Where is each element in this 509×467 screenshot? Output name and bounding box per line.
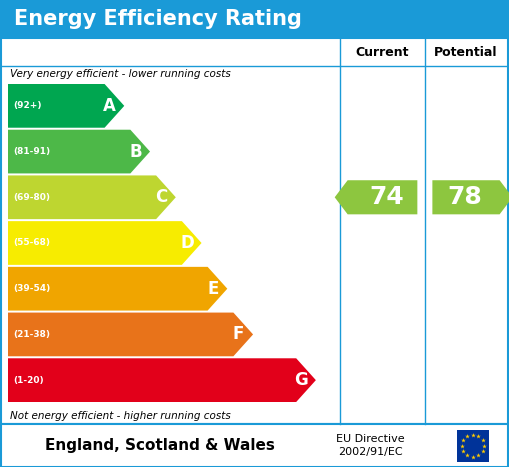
Text: 78: 78 [447,185,482,209]
Text: Very energy efficient - lower running costs: Very energy efficient - lower running co… [10,69,231,79]
Text: Potential: Potential [434,45,498,58]
Text: Energy Efficiency Rating: Energy Efficiency Rating [14,9,302,29]
Bar [1,424,508,467]
Bar [1,38,508,424]
Text: G: G [295,371,308,389]
Text: E: E [207,280,218,298]
Bar [0,0,509,38]
Text: (81-91): (81-91) [13,147,50,156]
Text: C: C [155,188,167,206]
Text: D: D [180,234,194,252]
Text: (69-80): (69-80) [13,193,50,202]
Polygon shape [432,180,509,214]
Text: England, Scotland & Wales: England, Scotland & Wales [45,438,275,453]
Text: (39-54): (39-54) [13,284,50,293]
Text: (55-68): (55-68) [13,239,50,248]
Text: EU Directive
2002/91/EC: EU Directive 2002/91/EC [336,434,404,457]
Text: (92+): (92+) [13,101,42,110]
Text: (1-20): (1-20) [13,375,44,385]
Text: B: B [129,142,142,161]
Bar [457,430,489,461]
Text: A: A [103,97,116,115]
Text: F: F [233,325,244,343]
Polygon shape [8,130,150,173]
Polygon shape [8,176,176,219]
Text: 74: 74 [369,185,404,209]
Text: Not energy efficient - higher running costs: Not energy efficient - higher running co… [10,411,231,421]
Text: (21-38): (21-38) [13,330,50,339]
Polygon shape [8,358,316,402]
Polygon shape [8,267,228,311]
Polygon shape [8,312,253,356]
Text: Current: Current [356,45,409,58]
Polygon shape [335,180,417,214]
Polygon shape [8,221,202,265]
Polygon shape [8,84,124,127]
